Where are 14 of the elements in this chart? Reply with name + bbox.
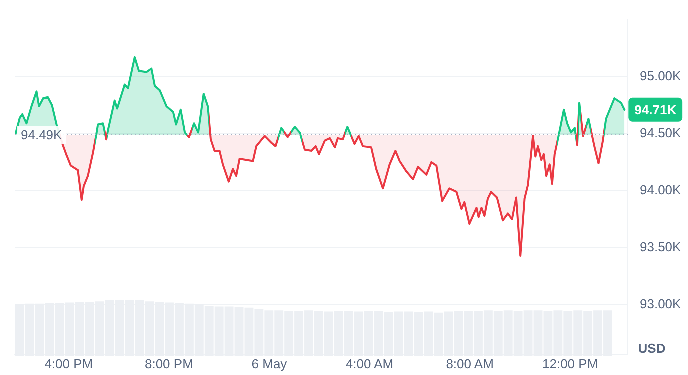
x-tick-label: 4:00 AM [346,356,394,372]
y-tick-label: 94.50K [640,125,682,140]
x-tick-label: 6 May [252,356,288,372]
ref-line-label: 94.49K [21,128,63,143]
annotation: 94.71K [634,102,678,118]
x-tick-label: 4:00 PM [44,356,94,372]
y-tick-label: 93.00K [640,296,682,312]
x-tick-label: 8:00 AM [446,356,494,372]
y-tick-label: 93.50K [640,240,682,255]
y-axis-title: USD [638,341,666,356]
y-tick-label: 94.00K [640,182,682,198]
x-tick-label: 8:00 PM [144,356,194,372]
x-tick-label: 12:00 PM [542,356,598,372]
y-tick-label: 95.00K [640,68,682,84]
